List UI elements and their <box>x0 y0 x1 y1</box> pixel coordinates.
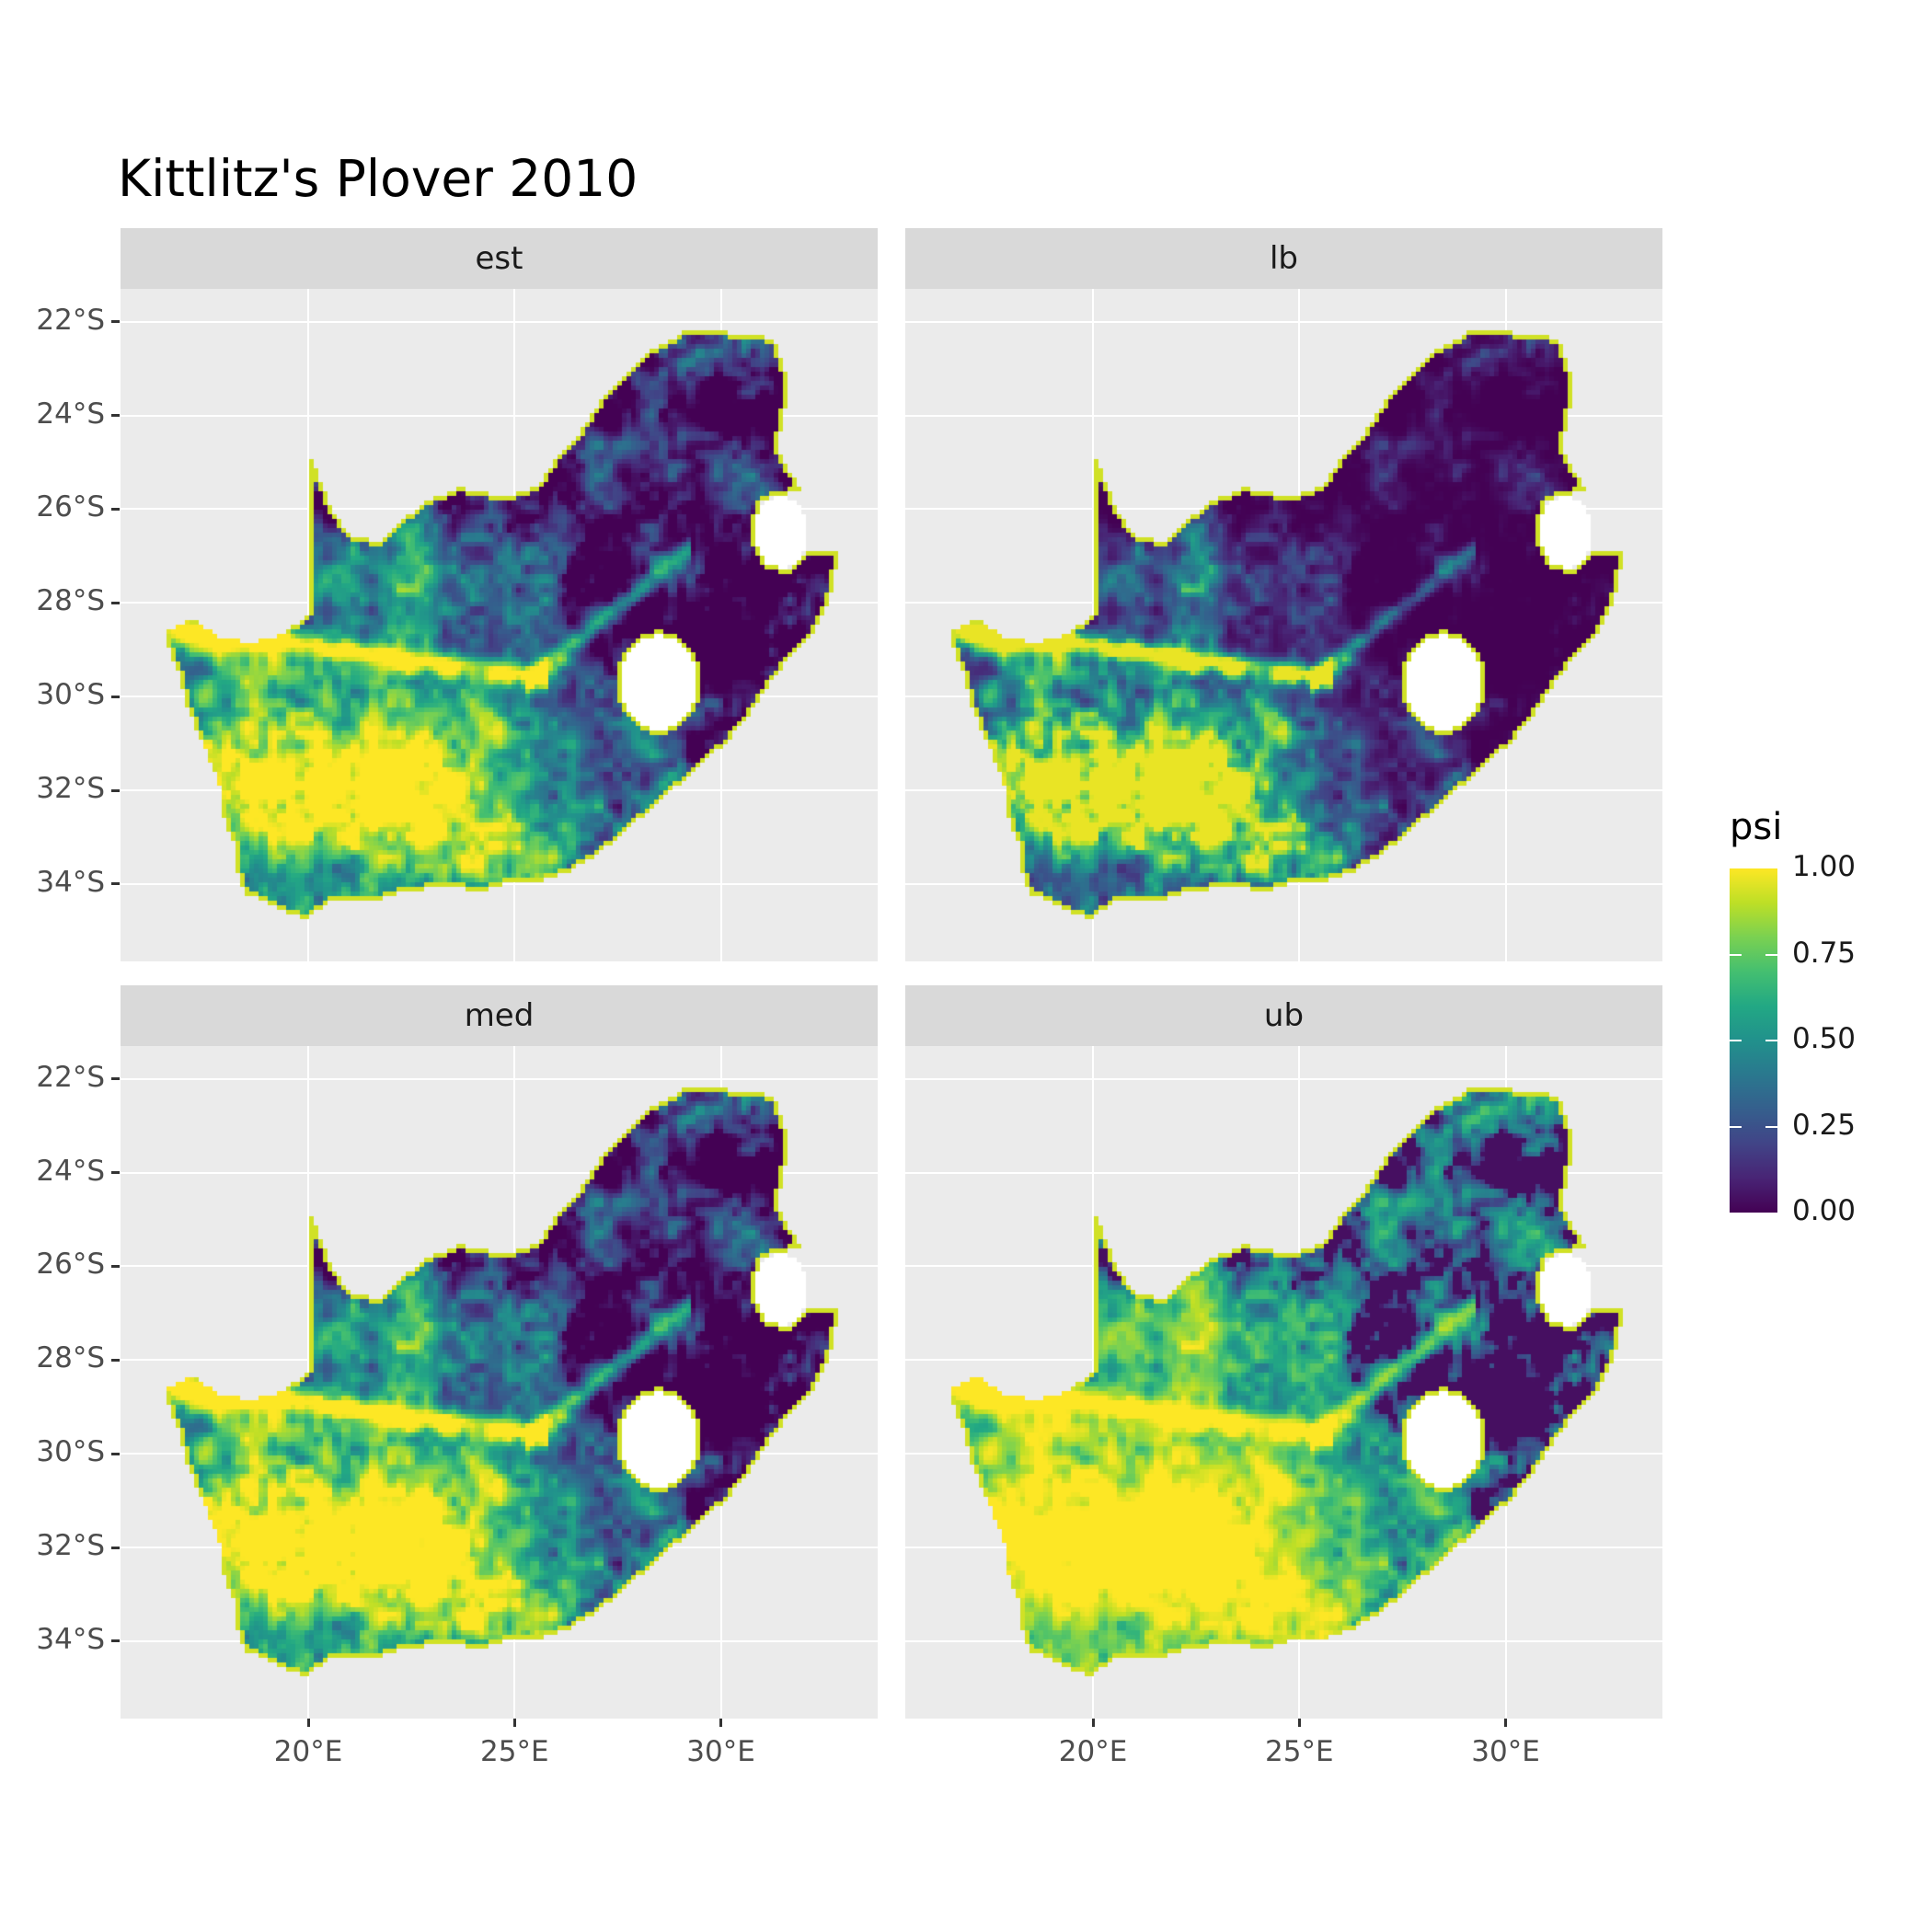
y-axis-tick-label: 22°S <box>36 1060 105 1094</box>
y-axis-tick-label: 32°S <box>36 772 105 806</box>
y-axis-tick-label: 28°S <box>36 584 105 618</box>
y-axis-tick-mark <box>111 1358 120 1362</box>
facet-strip-label: ub <box>1263 997 1305 1034</box>
facet-strip: ub <box>905 985 1662 1046</box>
legend-tick-label: 0.50 <box>1792 1022 1857 1055</box>
facet-panel <box>121 289 878 961</box>
facet-strip-label: est <box>475 240 523 277</box>
x-axis-tick-label: 30°E <box>686 1735 755 1768</box>
facet-strip-label: lb <box>1269 240 1299 277</box>
y-axis-tick-mark <box>111 414 120 418</box>
facet-map-canvas <box>121 289 878 961</box>
y-axis-tick-mark <box>111 1171 120 1175</box>
y-axis-tick-label: 34°S <box>36 865 105 899</box>
y-axis-tick-label: 34°S <box>36 1622 105 1656</box>
facet-ub: ub <box>905 985 1662 1719</box>
plot-title: Kittlitz's Plover 2010 <box>118 149 638 208</box>
legend-tick-label: 0.75 <box>1792 936 1857 970</box>
x-axis-tick-label: 25°E <box>480 1735 549 1768</box>
facet-strip: lb <box>905 228 1662 289</box>
y-axis-tick-mark <box>111 695 120 698</box>
y-axis-tick-mark <box>111 788 120 792</box>
x-axis-tick-label: 25°E <box>1265 1735 1334 1768</box>
legend-colorbar <box>1730 868 1777 1213</box>
x-axis-tick-mark <box>1504 1719 1508 1727</box>
facet-map-canvas <box>905 1046 1662 1719</box>
y-axis-tick-mark <box>111 1546 120 1549</box>
x-axis-tick-mark <box>1091 1719 1095 1727</box>
legend-title: psi <box>1730 806 1783 848</box>
facet-map-canvas <box>905 289 1662 961</box>
x-axis-tick-label: 20°E <box>273 1735 343 1768</box>
y-axis-tick-mark <box>111 1639 120 1643</box>
legend-tick-label: 0.25 <box>1792 1108 1857 1142</box>
facet-panel <box>905 1046 1662 1719</box>
y-axis-tick-label: 26°S <box>36 490 105 524</box>
y-axis-tick-mark <box>111 601 120 604</box>
y-axis-tick-mark <box>111 1264 120 1268</box>
y-axis-tick-label: 30°S <box>36 678 105 712</box>
facet-est: est <box>121 228 878 961</box>
legend-tick-label: 0.00 <box>1792 1194 1857 1227</box>
y-axis-tick-mark <box>111 1452 120 1455</box>
y-axis-tick-label: 32°S <box>36 1529 105 1563</box>
y-axis-tick-label: 24°S <box>36 1154 105 1188</box>
facet-panel <box>121 1046 878 1719</box>
y-axis-tick-label: 30°S <box>36 1435 105 1469</box>
x-axis-tick-mark <box>1297 1719 1301 1727</box>
facet-map-canvas <box>121 1046 878 1719</box>
x-axis-tick-mark <box>719 1719 723 1727</box>
y-axis-tick-label: 28°S <box>36 1341 105 1375</box>
y-axis-tick-mark <box>111 507 120 511</box>
y-axis-tick-mark <box>111 320 120 324</box>
y-axis-tick-label: 26°S <box>36 1248 105 1282</box>
y-axis-tick-label: 22°S <box>36 303 105 337</box>
facet-panel <box>905 289 1662 961</box>
facet-strip-label: med <box>464 997 535 1034</box>
y-axis-tick-mark <box>111 882 120 886</box>
x-axis-tick-label: 30°E <box>1471 1735 1540 1768</box>
facet-lb: lb <box>905 228 1662 961</box>
y-axis-tick-label: 24°S <box>36 397 105 431</box>
x-axis-tick-mark <box>512 1719 516 1727</box>
facet-strip: med <box>121 985 878 1046</box>
facet-strip: est <box>121 228 878 289</box>
y-axis-tick-mark <box>111 1077 120 1081</box>
x-axis-tick-mark <box>306 1719 310 1727</box>
x-axis-tick-label: 20°E <box>1058 1735 1128 1768</box>
legend-tick-label: 1.00 <box>1792 850 1857 883</box>
facet-med: med <box>121 985 878 1719</box>
